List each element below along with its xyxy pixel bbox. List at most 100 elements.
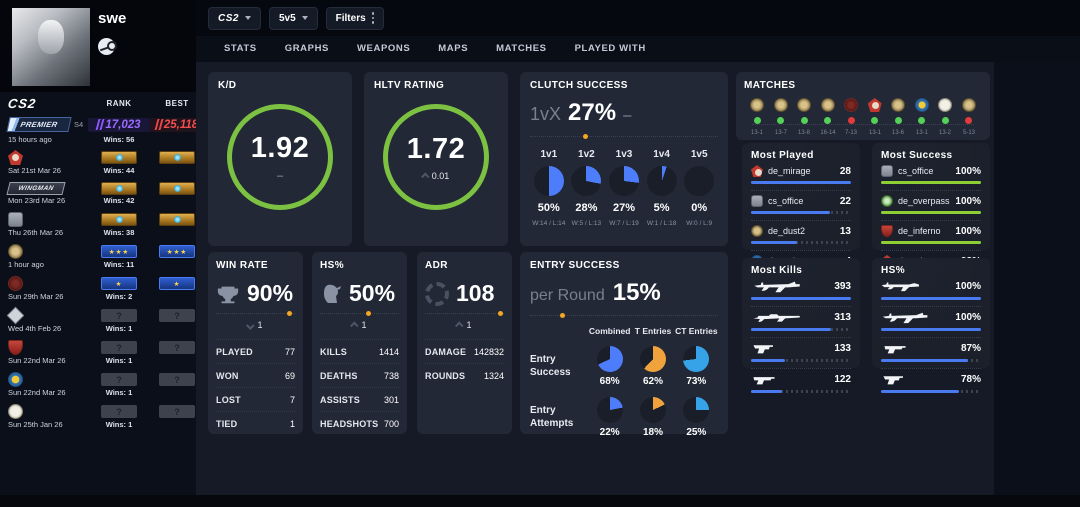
match-item[interactable]: 7-13 xyxy=(840,98,862,136)
premier-wins: Wins: 56 xyxy=(103,135,135,144)
clutch-slider xyxy=(530,134,718,139)
rank-row-de-inferno[interactable]: Sun 22nd Mar 26 Wins: 1 xyxy=(0,337,196,369)
match-item[interactable]: 5-13 xyxy=(958,98,980,136)
cs-italy-icon xyxy=(8,404,23,419)
map-row[interactable]: cs_office 100% xyxy=(881,161,981,191)
match-item[interactable]: 13-1 xyxy=(864,98,886,136)
clutch-1vx-label: 1vX xyxy=(530,104,562,124)
row-wins: Wins: 42 xyxy=(103,196,135,205)
best-column-header: BEST xyxy=(165,99,189,108)
up-chevron-icon xyxy=(455,321,465,330)
de-mirage-icon xyxy=(867,98,882,112)
premier-season: S4 xyxy=(74,120,84,129)
weapon-row[interactable]: 393 xyxy=(751,276,851,307)
map-row[interactable]: cs_office 22 xyxy=(751,191,851,221)
tab-weapons[interactable]: WEAPONS xyxy=(356,43,411,54)
tab-maps[interactable]: MAPS xyxy=(438,43,469,54)
filters-button[interactable]: Filters xyxy=(325,6,385,30)
map-value: 13 xyxy=(839,225,851,237)
best-badge xyxy=(159,151,195,164)
match-score: 13-2 xyxy=(939,129,952,136)
rank-badge xyxy=(101,182,137,195)
map-row[interactable]: de_dust2 13 xyxy=(751,221,851,251)
premier-badge: PREMIER xyxy=(6,117,72,132)
row-wins: Wins: 44 xyxy=(103,166,135,175)
map-row[interactable]: de_inferno 100% xyxy=(881,221,981,251)
weapon-value: 87% xyxy=(960,343,981,354)
row-date: Mon 23rd Mar 26 xyxy=(8,196,66,205)
hs-table: KILLS 1414 DEATHS 738 ASSISTS 301 HEADSHOTS… xyxy=(320,339,399,435)
row-date: Thu 26th Mar 26 xyxy=(8,228,64,237)
de-train-icon xyxy=(844,98,859,112)
weapon-row[interactable]: 87% xyxy=(881,338,981,369)
ak47-icon xyxy=(754,281,800,293)
rank-row-cs-office[interactable]: Thu 26th Mar 26 Wins: 38 xyxy=(0,209,196,241)
rank-row-wingman[interactable]: WINGMAN Mon 23rd Mar 26 Wins: 42 xyxy=(0,179,196,209)
steam-icon[interactable] xyxy=(98,38,117,55)
weapon-row[interactable]: 100% xyxy=(881,307,981,338)
clutch-pct: 50% xyxy=(537,202,560,214)
rank-row-premier[interactable]: PREMIER S4 17,023 25,118 15 hours ago Wi… xyxy=(0,113,204,147)
tab-matches[interactable]: MATCHES xyxy=(496,43,547,54)
win-dot xyxy=(894,117,902,124)
map-row[interactable]: de_overpass 100% xyxy=(881,191,981,221)
rank-row-cs-italy[interactable]: Sun 25th Jan 26 Wins: 1 xyxy=(0,401,196,433)
map-row[interactable]: de_mirage 28 xyxy=(751,161,851,191)
clutch-pct: 5% xyxy=(653,202,670,214)
weapon-row[interactable]: 133 xyxy=(751,338,851,369)
stat-value: 142832 xyxy=(473,346,504,357)
match-item[interactable]: 13-1 xyxy=(911,98,933,136)
map-bar xyxy=(881,241,981,244)
most-success-card: Most Success cs_office 100% de_overpass … xyxy=(872,143,990,274)
deagle-icon xyxy=(753,345,773,354)
avatar xyxy=(12,8,90,86)
hltv-value: 1.72 xyxy=(406,133,466,165)
clutch-wl: W:7 / L:19 xyxy=(609,220,639,227)
row-wins: Wins: 1 xyxy=(105,324,133,333)
orange-marker-dot xyxy=(560,313,566,318)
rank-row-de-train[interactable]: Sun 29th Mar 26 Wins: 2 xyxy=(0,273,196,305)
chevron-down-icon xyxy=(244,16,251,20)
row-date: Sat 21st Mar 26 xyxy=(8,166,61,175)
rank-row-de-dust2[interactable]: 1 hour ago Wins: 11 xyxy=(0,241,196,273)
weapon-bar xyxy=(751,359,851,362)
weapon-row[interactable]: 78% xyxy=(881,369,981,399)
match-item[interactable]: 13-2 xyxy=(934,98,956,136)
best-badge-unknown xyxy=(159,373,195,386)
de-dust2-icon xyxy=(751,225,763,237)
match-item[interactable]: 16-14 xyxy=(817,98,839,136)
hs-slider xyxy=(320,311,399,316)
entry-pie-chart xyxy=(639,346,666,372)
hltv-change: 0.01 xyxy=(431,171,450,181)
rank-row-de-vertigo[interactable]: Wed 4th Feb 26 Wins: 1 xyxy=(0,305,196,337)
map-bar xyxy=(751,181,851,184)
entry-success-t: 62% xyxy=(631,346,674,387)
clutch-1v1: 1v1 50% W:14 / L:14 xyxy=(530,149,568,227)
filters-button-label: Filters xyxy=(335,12,366,24)
match-item[interactable]: 13-8 xyxy=(793,98,815,136)
match-item[interactable]: 13-6 xyxy=(887,98,909,136)
hltv-ring: 1.72 0.01 xyxy=(383,104,489,210)
entry-success-card: ENTRY SUCCESS per Round 15% Combined T E… xyxy=(520,252,728,438)
chevron-down-icon xyxy=(301,16,308,20)
best-badge-unknown xyxy=(159,405,195,418)
footer-bar xyxy=(0,495,1080,507)
tab-graphs[interactable]: GRAPHS xyxy=(284,43,329,54)
weapon-value: 122 xyxy=(834,374,851,385)
mode-select[interactable]: 5v5 xyxy=(268,6,318,30)
game-select[interactable]: CS2 xyxy=(208,6,261,30)
weapon-row[interactable]: 313 xyxy=(751,307,851,338)
entry-per-round-label: per Round xyxy=(530,287,605,304)
weapon-row[interactable]: 100% xyxy=(881,276,981,307)
row-date: Sun 25th Jan 26 xyxy=(8,420,63,429)
match-item[interactable]: 13-1 xyxy=(746,98,768,136)
win-dot xyxy=(941,117,949,124)
clutch-col-label: 1v3 xyxy=(615,149,633,160)
tab-played-with[interactable]: PLAYED WITH xyxy=(574,43,646,54)
tab-stats[interactable]: STATS xyxy=(224,43,257,54)
clutch-pie-chart xyxy=(684,166,715,196)
rank-row-de-nuke[interactable]: Sun 22nd Mar 26 Wins: 1 xyxy=(0,369,196,401)
match-item[interactable]: 13-7 xyxy=(770,98,792,136)
rank-row-de-mirage[interactable]: Sat 21st Mar 26 Wins: 44 xyxy=(0,147,196,179)
weapon-row[interactable]: 122 xyxy=(751,369,851,399)
